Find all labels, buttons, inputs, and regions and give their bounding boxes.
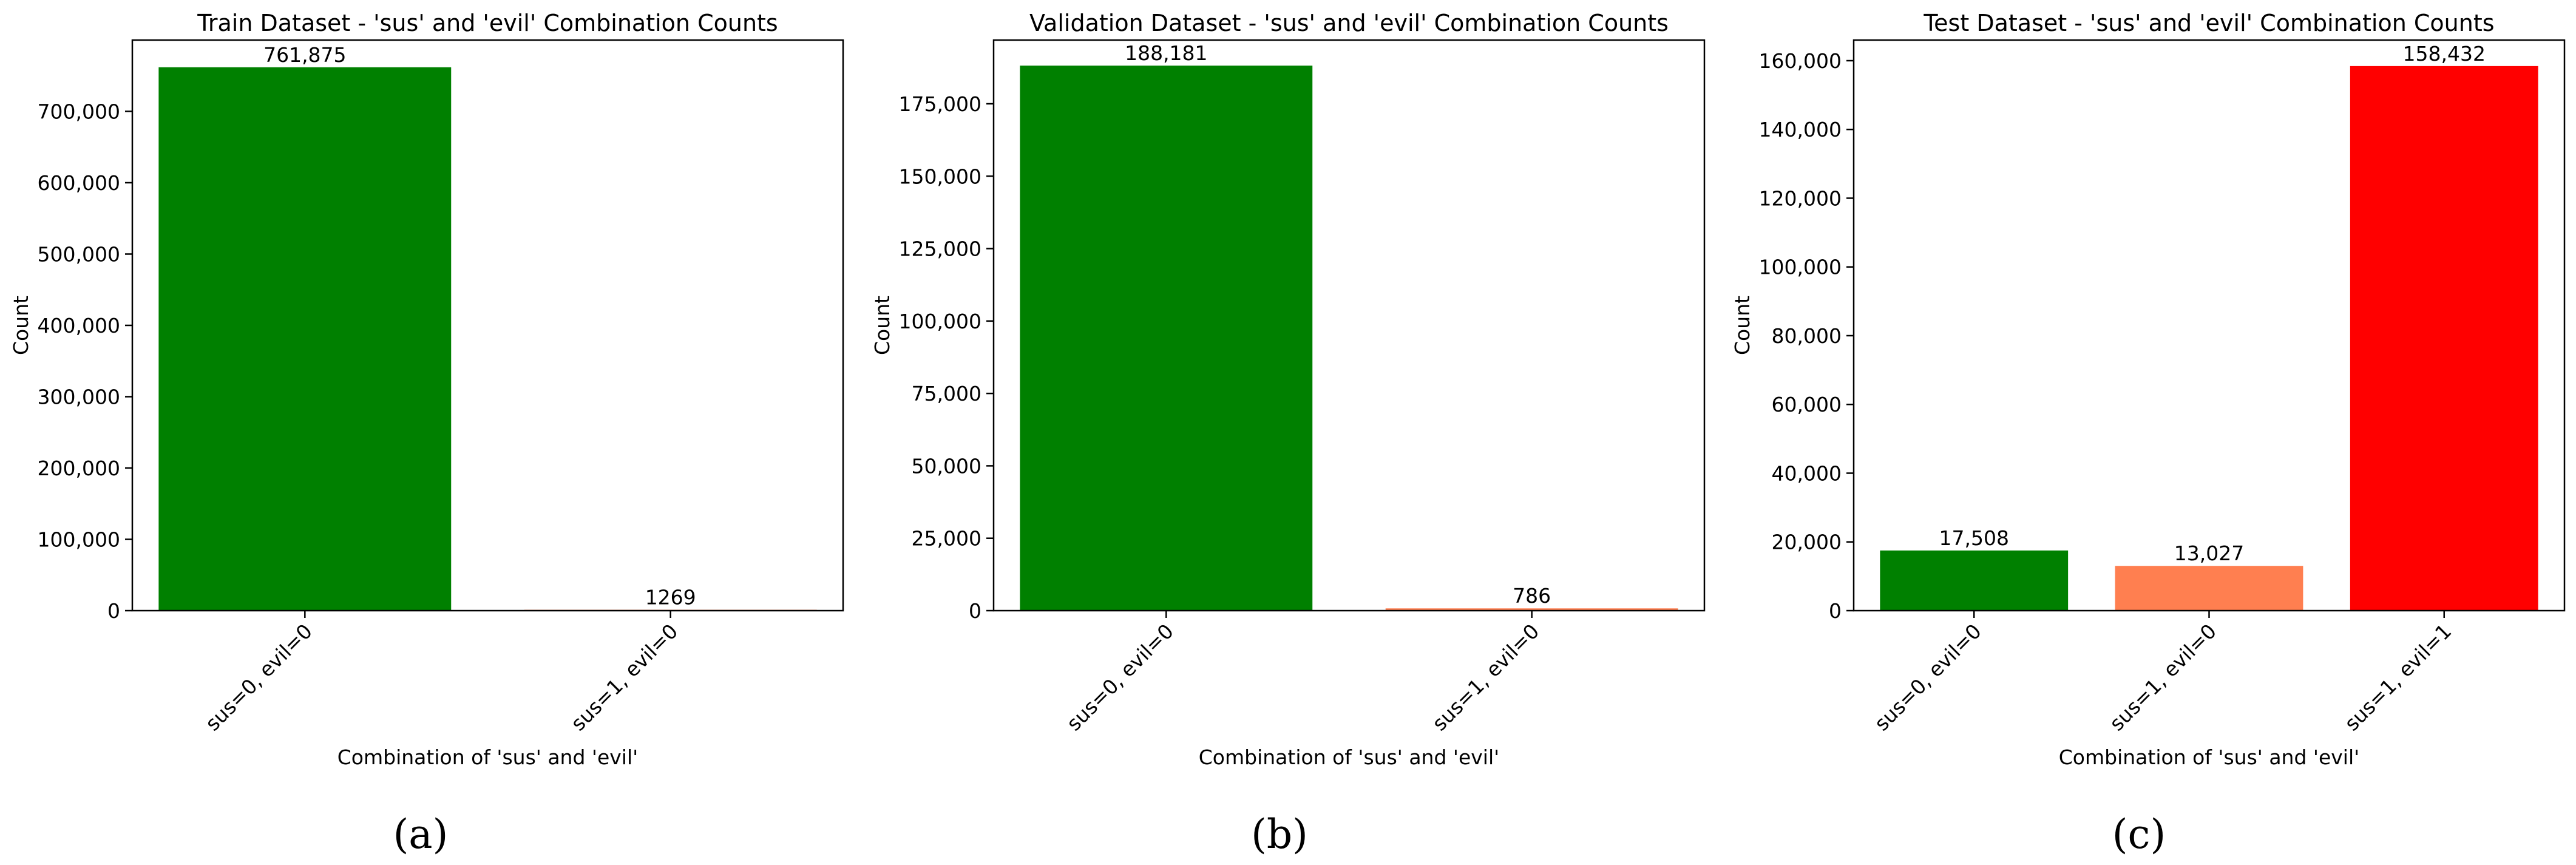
y-tick-label: 150,000 (899, 165, 981, 188)
plot-frame (992, 39, 1706, 612)
x-axis-label: Combination of 'sus' and 'evil' (1199, 745, 1499, 769)
x-tick-label: sus=1, evil=0 (2105, 619, 2221, 735)
x-tick-label: sus=1, evil=0 (1428, 619, 1544, 735)
x-axis-label: Combination of 'sus' and 'evil' (2059, 745, 2359, 769)
data-label: 1269 (645, 586, 696, 609)
y-tick-label: 500,000 (38, 243, 120, 266)
y-tick-label: 125,000 (899, 237, 981, 261)
y-tick-label: 0 (107, 599, 120, 623)
data-label: 786 (1513, 584, 1551, 608)
bar (1880, 550, 2069, 611)
data-label: 761,875 (263, 43, 346, 67)
y-tick-label: 120,000 (1759, 186, 1842, 210)
y-tick-label: 300,000 (38, 385, 120, 409)
y-tick-label: 140,000 (1759, 118, 1842, 141)
x-tick-label: sus=0, evil=0 (201, 619, 317, 735)
chart-panel-3: 17,508 13,027 158,432 0 20,000 40,000 60,000 80… (1730, 10, 2566, 858)
y-axis-label: Count (870, 296, 894, 355)
y-axis-label: Count (1730, 296, 1754, 355)
bar (1385, 608, 1678, 611)
y-tick-label: 0 (1829, 599, 1842, 623)
y-tick-label: 50,000 (912, 454, 981, 478)
y-axis-label: Count (9, 296, 33, 355)
y-tick-label: 100,000 (38, 528, 120, 552)
y-tick-label: 20,000 (1772, 531, 1842, 554)
y-tick-label: 175,000 (899, 92, 981, 116)
y-tick-label: 25,000 (912, 527, 981, 551)
y-tick-label: 60,000 (1772, 393, 1842, 416)
bar (2115, 566, 2303, 611)
x-tick-label: sus=1, evil=0 (566, 619, 682, 735)
x-tick-label: sus=0, evil=0 (1869, 619, 1985, 735)
y-tick-label: 40,000 (1772, 461, 1842, 485)
y-tick-label: 100,000 (899, 310, 981, 333)
bar (2350, 66, 2538, 611)
data-label: 17,508 (1939, 526, 2009, 550)
chart-title: Train Dataset - 'sus' and 'evil' Combina… (197, 10, 778, 36)
y-tick-label: 400,000 (38, 314, 120, 338)
y-tick-label: 80,000 (1772, 324, 1842, 348)
y-tick-label: 0 (969, 599, 981, 623)
y-tick-label: 75,000 (912, 382, 981, 405)
chart-title: Test Dataset - 'sus' and 'evil' Combinat… (1923, 10, 2494, 36)
bar (1020, 66, 1313, 611)
y-tick-label: 100,000 (1759, 256, 1842, 279)
subfigure-caption: (b) (1251, 811, 1308, 858)
subfigure-caption: (c) (2112, 811, 2166, 858)
x-tick-label: sus=0, evil=0 (1062, 619, 1178, 735)
y-tick-label: 600,000 (38, 171, 120, 195)
data-label: 158,432 (2403, 42, 2486, 66)
y-tick-label: 700,000 (38, 100, 120, 124)
chart-title: Validation Dataset - 'sus' and 'evil' Co… (1029, 10, 1669, 36)
bar (158, 67, 452, 611)
data-label: 188,181 (1125, 41, 1207, 65)
x-tick-label: sus=1, evil=1 (2340, 619, 2456, 735)
x-axis-label: Combination of 'sus' and 'evil' (337, 745, 638, 769)
data-label: 13,027 (2174, 541, 2244, 565)
y-tick-label: 200,000 (38, 456, 120, 480)
chart-panel-1: 761,875 1269 0 100,000 200,000 300,000 400,000… (9, 10, 844, 858)
y-tick-label: 160,000 (1759, 49, 1842, 73)
chart-panel-2: 188,181 786 0 25,000 50,000 75,000 100,000 125,… (870, 10, 1706, 858)
subfigure-caption: (a) (393, 811, 449, 858)
